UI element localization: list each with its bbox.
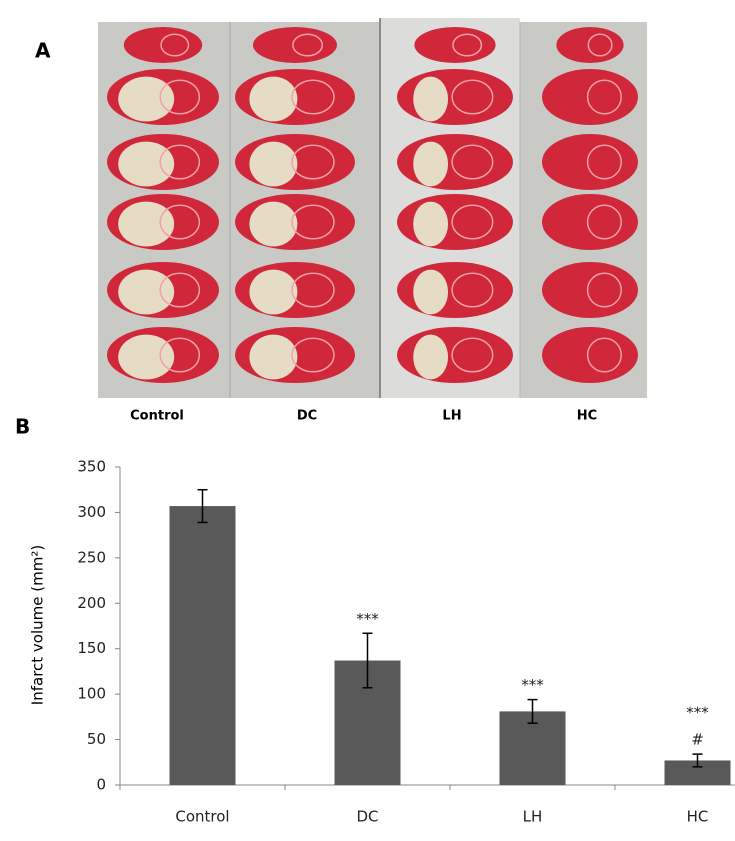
slice-highlight — [160, 33, 190, 57]
brain-slice — [542, 194, 638, 250]
slice-highlight — [452, 33, 483, 57]
infarct-area — [413, 76, 449, 122]
infarct-area — [249, 334, 298, 380]
slice-highlight — [451, 337, 494, 373]
slice-highlight — [451, 79, 494, 115]
panel-label: A — [35, 39, 51, 63]
infarct-area — [118, 334, 175, 380]
slice-highlight — [159, 144, 201, 180]
infarct-area — [413, 334, 449, 380]
infarct-area — [249, 201, 298, 247]
y-tick-label: 350 — [77, 458, 106, 476]
brain-slice — [556, 27, 624, 63]
infarct-area — [413, 141, 449, 187]
slice-highlight — [587, 33, 613, 57]
brain-slice — [542, 134, 638, 190]
significance-mark: *** — [521, 676, 544, 694]
brain-slice — [414, 27, 496, 63]
y-tick-label: 250 — [77, 548, 106, 566]
slice-highlight — [291, 144, 335, 180]
slice-highlight — [292, 33, 324, 57]
slice-highlight — [159, 204, 201, 240]
group-label: HC — [577, 409, 597, 424]
y-tick-label: 150 — [77, 639, 106, 657]
group-label: DC — [297, 409, 317, 424]
x-tick-label: DC — [356, 808, 378, 826]
error-bar — [197, 488, 208, 524]
slice-highlight — [291, 272, 335, 308]
brain-slice — [253, 27, 337, 63]
slice-highlight — [291, 204, 335, 240]
y-tick-label: 300 — [77, 503, 106, 521]
slice-highlight — [586, 144, 622, 180]
slice-highlight — [159, 337, 201, 373]
slice-highlight — [451, 144, 494, 180]
slice-highlight — [451, 204, 494, 240]
infarct-area — [118, 269, 175, 315]
error-bar — [362, 632, 373, 689]
significance-mark: *** — [356, 610, 379, 628]
group-label: Control — [130, 409, 184, 424]
panel-label: B — [15, 415, 30, 439]
infarct-area — [249, 76, 298, 122]
brain-slices-photo — [98, 18, 647, 398]
error-bar — [527, 698, 538, 724]
infarct-area — [413, 269, 449, 315]
infarct-area — [249, 141, 298, 187]
brain-slice — [542, 327, 638, 383]
bar — [169, 506, 236, 785]
y-tick-label: 200 — [77, 594, 106, 612]
x-tick-label: Control — [175, 808, 229, 826]
brain-slice — [542, 69, 638, 125]
brain-slice — [542, 262, 638, 318]
slice-highlight — [586, 337, 622, 373]
brain-slice — [123, 27, 203, 63]
infarct-area — [118, 76, 175, 122]
infarct-area — [118, 141, 175, 187]
slice-highlight — [159, 79, 201, 115]
infarct-area — [249, 269, 298, 315]
error-bar — [692, 753, 703, 768]
slice-highlight — [586, 204, 622, 240]
slice-highlight — [586, 79, 622, 115]
y-tick-label: 50 — [87, 730, 106, 748]
y-axis-label: Infarct volume (mm²) — [29, 545, 47, 705]
infarct-area — [413, 201, 449, 247]
y-tick-label: 0 — [96, 776, 106, 794]
slice-highlight — [451, 272, 494, 308]
x-tick-label: LH — [523, 808, 543, 826]
slice-highlight — [291, 79, 335, 115]
slice-highlight — [159, 272, 201, 308]
infarct-area — [118, 201, 175, 247]
slice-highlight — [291, 337, 335, 373]
significance-mark: *** — [686, 704, 709, 722]
y-tick-label: 100 — [77, 685, 106, 703]
group-label: LH — [442, 409, 461, 424]
x-tick-label: HC — [687, 808, 709, 826]
slice-highlight — [586, 272, 622, 308]
significance-mark: # — [691, 731, 704, 749]
